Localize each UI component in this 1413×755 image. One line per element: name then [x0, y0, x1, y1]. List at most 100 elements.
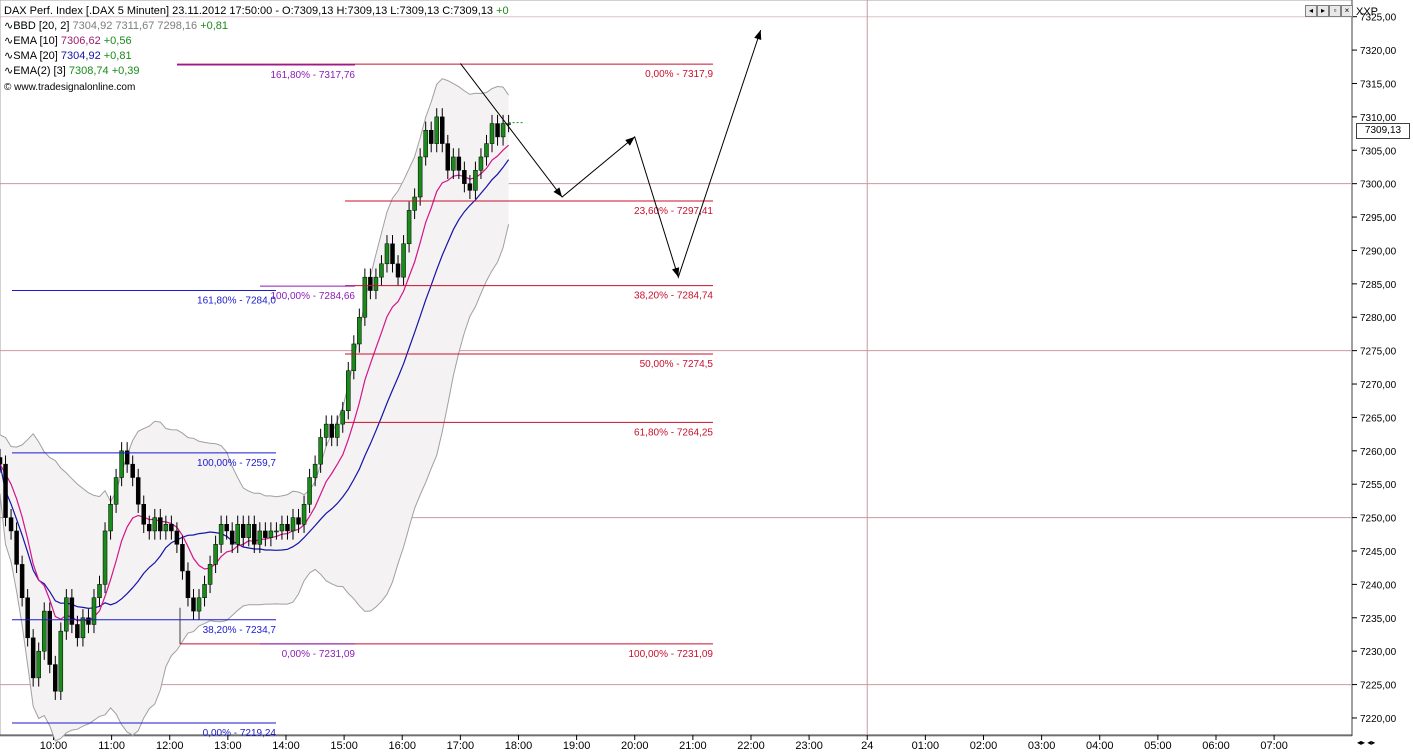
candle — [30, 637, 36, 679]
candle — [478, 156, 484, 171]
y-tick-label: 7230,00 — [1360, 647, 1397, 658]
candle — [263, 530, 268, 538]
scroll-left-icon[interactable]: ◂ — [1305, 5, 1317, 17]
instrument-label: DAX Perf. Index [.DAX 5 Minuten] — [4, 5, 170, 17]
axis-title: XXP — [1356, 6, 1379, 18]
forecast-arrowhead — [553, 187, 563, 198]
candle — [423, 129, 428, 158]
candle — [64, 597, 69, 632]
indicator-name: BBD [20, 2] — [13, 20, 70, 32]
candle — [384, 243, 390, 265]
candle — [141, 503, 146, 525]
candle — [340, 410, 346, 425]
indicator-name: EMA [10] — [13, 35, 58, 47]
x-tick-label: 19:00 — [563, 740, 591, 752]
candle — [434, 116, 439, 144]
candle — [401, 243, 406, 278]
indicator-values: 7308,74 — [68, 65, 109, 77]
candle — [252, 524, 257, 545]
fib-label: 161,80% - 7284,0 — [197, 296, 276, 307]
indicator-ema10[interactable]: ∿EMA [10] 7306,62 +0,56 — [4, 35, 132, 48]
y-tick-label: 7290,00 — [1360, 246, 1397, 257]
x-tick-label: 04:00 — [1086, 740, 1114, 752]
x-tick-label: 15:00 — [330, 740, 358, 752]
indicator-name: EMA(2) [3] — [13, 65, 66, 77]
y-tick-label: 7225,00 — [1360, 681, 1397, 692]
indicator-sma20[interactable]: ∿SMA [20] 7304,92 +0,81 — [4, 50, 132, 63]
fib-label: 23,60% - 7297,41 — [634, 206, 713, 217]
axis-controls[interactable]: ◂▸ ◂▸ — [1357, 738, 1376, 747]
candle — [86, 617, 91, 625]
candle — [362, 276, 368, 318]
candle — [406, 210, 412, 245]
candle — [41, 610, 47, 652]
close-icon[interactable]: × — [1341, 5, 1353, 17]
indicator-bbd[interactable]: ∿BBD [20, 2] 7304,92 7311,67 7298,16 +0,… — [4, 20, 228, 33]
indicator-name: SMA [20] — [13, 50, 58, 62]
candle — [351, 343, 357, 371]
candle — [196, 597, 202, 612]
x-tick-label: 12:00 — [156, 740, 184, 752]
indicator-icon: ∿ — [4, 50, 14, 62]
indicator-ema2[interactable]: ∿EMA(2) [3] 7308,74 +0,39 — [4, 65, 140, 78]
candle — [8, 517, 14, 532]
candle — [229, 530, 235, 545]
forecast-arrowhead — [672, 267, 680, 278]
bollinger-fill — [0, 78, 509, 741]
candle — [3, 463, 8, 518]
candle — [213, 544, 218, 565]
candle — [346, 370, 351, 411]
candle — [451, 156, 456, 171]
last-price-badge: 7309,13 — [1356, 123, 1410, 139]
y-tick-label: 7265,00 — [1360, 413, 1397, 424]
bollinger-upper-line — [0, 78, 510, 503]
candle — [296, 517, 301, 525]
candle — [268, 530, 274, 538]
y-tick-label: 7315,00 — [1360, 79, 1397, 90]
candle — [191, 597, 196, 612]
candle — [235, 524, 240, 545]
y-tick-label: 7280,00 — [1360, 313, 1397, 324]
x-tick-label: 02:00 — [970, 740, 998, 752]
candle — [357, 316, 362, 345]
y-tick-label: 7270,00 — [1360, 380, 1397, 391]
x-tick-label: 17:00 — [447, 740, 475, 752]
indicator-icon: ∿ — [4, 20, 14, 32]
candle — [495, 123, 500, 138]
candle — [124, 450, 130, 465]
candle — [274, 530, 279, 533]
candle — [445, 143, 451, 171]
fib-label: 61,80% - 7264,25 — [634, 427, 713, 438]
candle — [169, 524, 174, 532]
ohlc-label: O:7309,13 H:7309,13 L:7309,13 C:7309,13 — [282, 5, 494, 17]
change-label: +0 — [496, 5, 509, 17]
scroll-right-icon[interactable]: ▸ — [1317, 5, 1329, 17]
x-tick-label: 11:00 — [98, 740, 125, 752]
indicator-icon: ∿ — [4, 65, 14, 77]
candle — [102, 530, 108, 585]
x-tick-label: 10:00 — [40, 740, 68, 752]
candle — [14, 530, 19, 565]
x-tick-label: 21:00 — [679, 740, 707, 752]
fib-label: 161,80% - 7317,76 — [270, 70, 355, 81]
copyright-label: © www.tradesignalonline.com — [4, 82, 136, 93]
x-tick-label: 07:00 — [1260, 740, 1288, 752]
candle — [368, 276, 373, 291]
candle — [257, 530, 263, 545]
candle — [207, 564, 213, 585]
candle — [25, 597, 30, 639]
y-tick-label: 7300,00 — [1360, 180, 1397, 191]
y-tick-label: 7260,00 — [1360, 447, 1397, 458]
candle — [334, 423, 340, 438]
fib-label: 38,20% - 7284,74 — [634, 291, 713, 302]
x-tick-label: 20:00 — [621, 740, 649, 752]
maximize-icon[interactable]: ▫ — [1329, 5, 1341, 17]
forecast-arrowhead — [754, 30, 762, 41]
fib-label: 100,00% - 7231,09 — [628, 649, 713, 660]
candle — [58, 630, 64, 692]
candle — [307, 477, 312, 505]
candle — [202, 584, 207, 599]
candle — [224, 524, 229, 532]
candle — [180, 544, 185, 572]
